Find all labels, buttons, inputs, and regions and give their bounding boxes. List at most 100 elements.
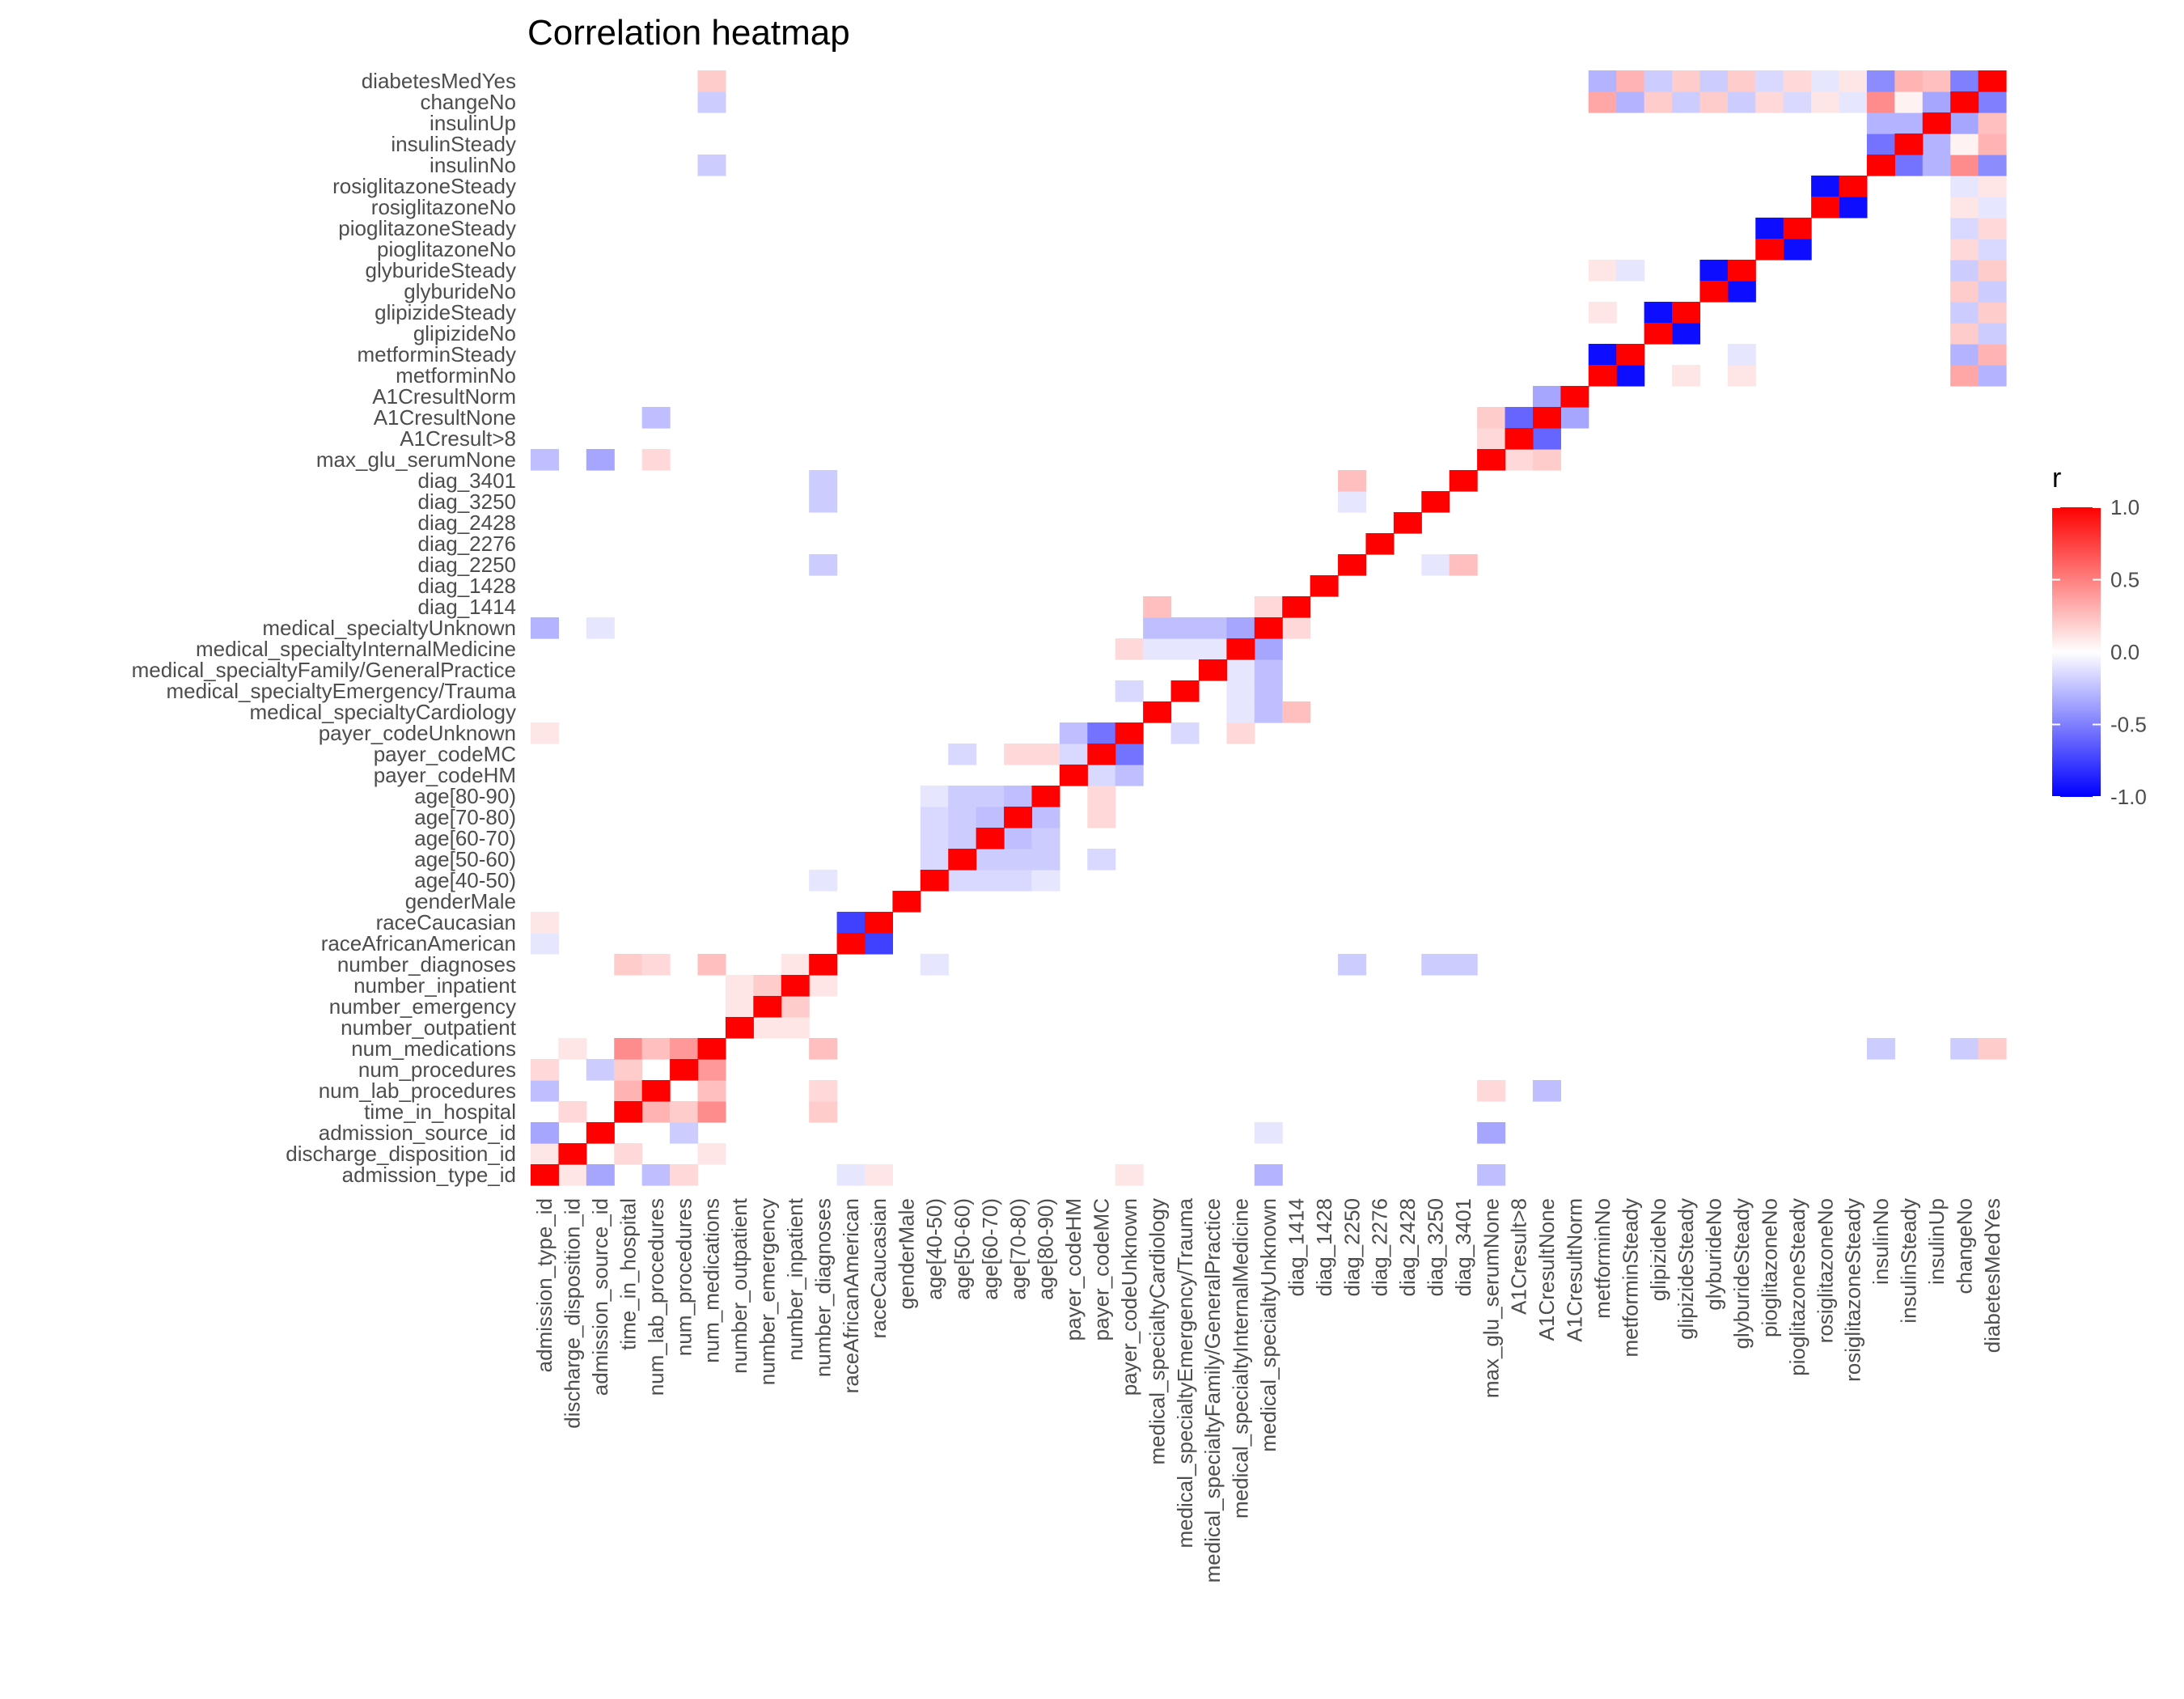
heatmap-cell <box>1839 70 1868 92</box>
heatmap-cell <box>976 849 1005 871</box>
heatmap-cell <box>1866 133 1895 155</box>
heatmap-cell <box>1978 133 2007 155</box>
y-tick-label: number_emergency <box>329 994 516 1019</box>
heatmap-cell <box>1811 70 1840 92</box>
x-tick-label: genderMale <box>895 1198 919 1309</box>
x-tick-label: pioglitazoneSteady <box>1785 1198 1809 1376</box>
heatmap-cell <box>1950 239 1979 261</box>
heatmap-cell <box>558 1101 587 1123</box>
x-tick-label: changeNo <box>1952 1198 1976 1294</box>
heatmap-cell <box>1978 155 2007 176</box>
heatmap-cell <box>1031 744 1060 765</box>
x-tick-label: diag_1414 <box>1284 1198 1308 1296</box>
heatmap-cell <box>586 449 615 471</box>
heatmap-cell <box>1978 176 2007 197</box>
heatmap-cell <box>1282 701 1311 723</box>
heatmap-cell <box>1087 765 1116 786</box>
y-tick-label: max_glu_serumNone <box>316 447 516 472</box>
heatmap-cell-diagonal <box>948 849 977 871</box>
heatmap-cell <box>586 1059 615 1081</box>
heatmap-cell <box>1922 155 1951 176</box>
heatmap-cell <box>531 449 560 471</box>
x-tick-label: glipizideNo <box>1646 1198 1670 1301</box>
legend-title: r <box>2052 463 2061 494</box>
y-tick-label: age[50-60) <box>414 847 516 871</box>
x-tick-label: raceAfricanAmerican <box>839 1198 863 1393</box>
heatmap-cell <box>1532 1080 1561 1102</box>
heatmap-cell <box>725 996 754 1018</box>
heatmap-cell <box>1338 470 1367 492</box>
heatmap-cell <box>697 91 726 113</box>
x-tick-label: pioglitazoneNo <box>1757 1198 1781 1337</box>
x-tick-label: glyburideSteady <box>1729 1198 1754 1349</box>
y-tick-label: time_in_hospital <box>364 1099 516 1124</box>
heatmap-cell <box>1811 91 1840 113</box>
heatmap-cell <box>1616 260 1645 282</box>
heatmap-cell <box>1978 239 2007 261</box>
heatmap-cell <box>1254 638 1283 660</box>
heatmap-cell <box>781 954 810 976</box>
x-tick-label: age[50-60) <box>950 1198 974 1300</box>
heatmap-cell <box>1922 70 1951 92</box>
x-tick-label: A1Cresult>8 <box>1507 1198 1531 1315</box>
y-tick-label: A1CresultNorm <box>372 384 516 409</box>
y-tick-label: insulinNo <box>430 153 516 177</box>
y-tick-label: insulinSteady <box>391 132 516 156</box>
heatmap-cell-diagonal <box>558 1143 587 1165</box>
heatmap-cell <box>1978 1038 2007 1060</box>
heatmap-cell-diagonal <box>641 1080 671 1102</box>
y-tick-label: payer_codeMC <box>374 742 516 766</box>
heatmap-cell <box>1170 638 1200 660</box>
heatmap-cell <box>976 786 1005 807</box>
heatmap-cell <box>1143 638 1172 660</box>
heatmap-cell <box>1087 849 1116 871</box>
y-tick-label: medical_specialtyUnknown <box>262 616 516 640</box>
heatmap-cell <box>1672 365 1701 387</box>
x-tick-label: payer_codeUnknown <box>1117 1198 1141 1396</box>
heatmap-cell-diagonal <box>1477 449 1506 471</box>
heatmap-cell-diagonal <box>1755 239 1784 261</box>
heatmap-cell <box>809 1080 838 1102</box>
x-tick-label: diabetesMedYes <box>1980 1198 2004 1353</box>
heatmap-cell <box>1699 70 1729 92</box>
heatmap-cell-diagonal <box>1866 155 1895 176</box>
heatmap-cell <box>1143 617 1172 639</box>
heatmap-cell-diagonal <box>1978 70 2007 92</box>
heatmap-cell <box>1449 554 1478 576</box>
x-tick-label: num_lab_procedures <box>644 1198 668 1396</box>
heatmap-cell <box>948 828 977 850</box>
y-tick-label: genderMale <box>405 889 516 913</box>
heatmap-cell <box>1894 70 1924 92</box>
heatmap-cell <box>1421 954 1450 976</box>
heatmap-cell <box>781 996 810 1018</box>
x-tick-label: diag_2250 <box>1340 1198 1364 1296</box>
heatmap-cell <box>920 828 949 850</box>
diagonal-cells <box>531 70 2007 1186</box>
heatmap-cell <box>1866 70 1895 92</box>
heatmap-cell-diagonal <box>1310 575 1339 597</box>
x-tick-label: age[80-90) <box>1034 1198 1058 1300</box>
heatmap-cell <box>1588 260 1617 282</box>
heatmap-cell-diagonal <box>864 912 893 934</box>
heatmap-cell <box>641 1101 671 1123</box>
heatmap-cell-diagonal <box>1783 218 1812 239</box>
x-tick-label: payer_codeHM <box>1061 1198 1086 1341</box>
heatmap-cell <box>1978 260 2007 282</box>
x-tick-label: insulinSteady <box>1897 1198 1921 1324</box>
heatmap-cell-diagonal <box>1588 365 1617 387</box>
heatmap-cell <box>1477 1122 1506 1144</box>
heatmap-cell <box>1338 954 1367 976</box>
heatmap-cell <box>1922 91 1951 113</box>
heatmap-cell <box>1950 133 1979 155</box>
heatmap-cell-diagonal <box>1505 428 1534 450</box>
heatmap-cell <box>1978 323 2007 345</box>
heatmap-cell <box>1115 765 1144 786</box>
heatmap-cell <box>920 849 949 871</box>
heatmap-cell <box>1588 91 1617 113</box>
heatmap-cell <box>809 470 838 492</box>
heatmap-cell <box>697 70 726 92</box>
heatmap-cell-diagonal <box>1616 344 1645 366</box>
legend-tick-label: -0.5 <box>2110 713 2147 737</box>
y-tick-label: age[80-90) <box>414 784 516 808</box>
x-tick-label: number_emergency <box>756 1198 780 1385</box>
